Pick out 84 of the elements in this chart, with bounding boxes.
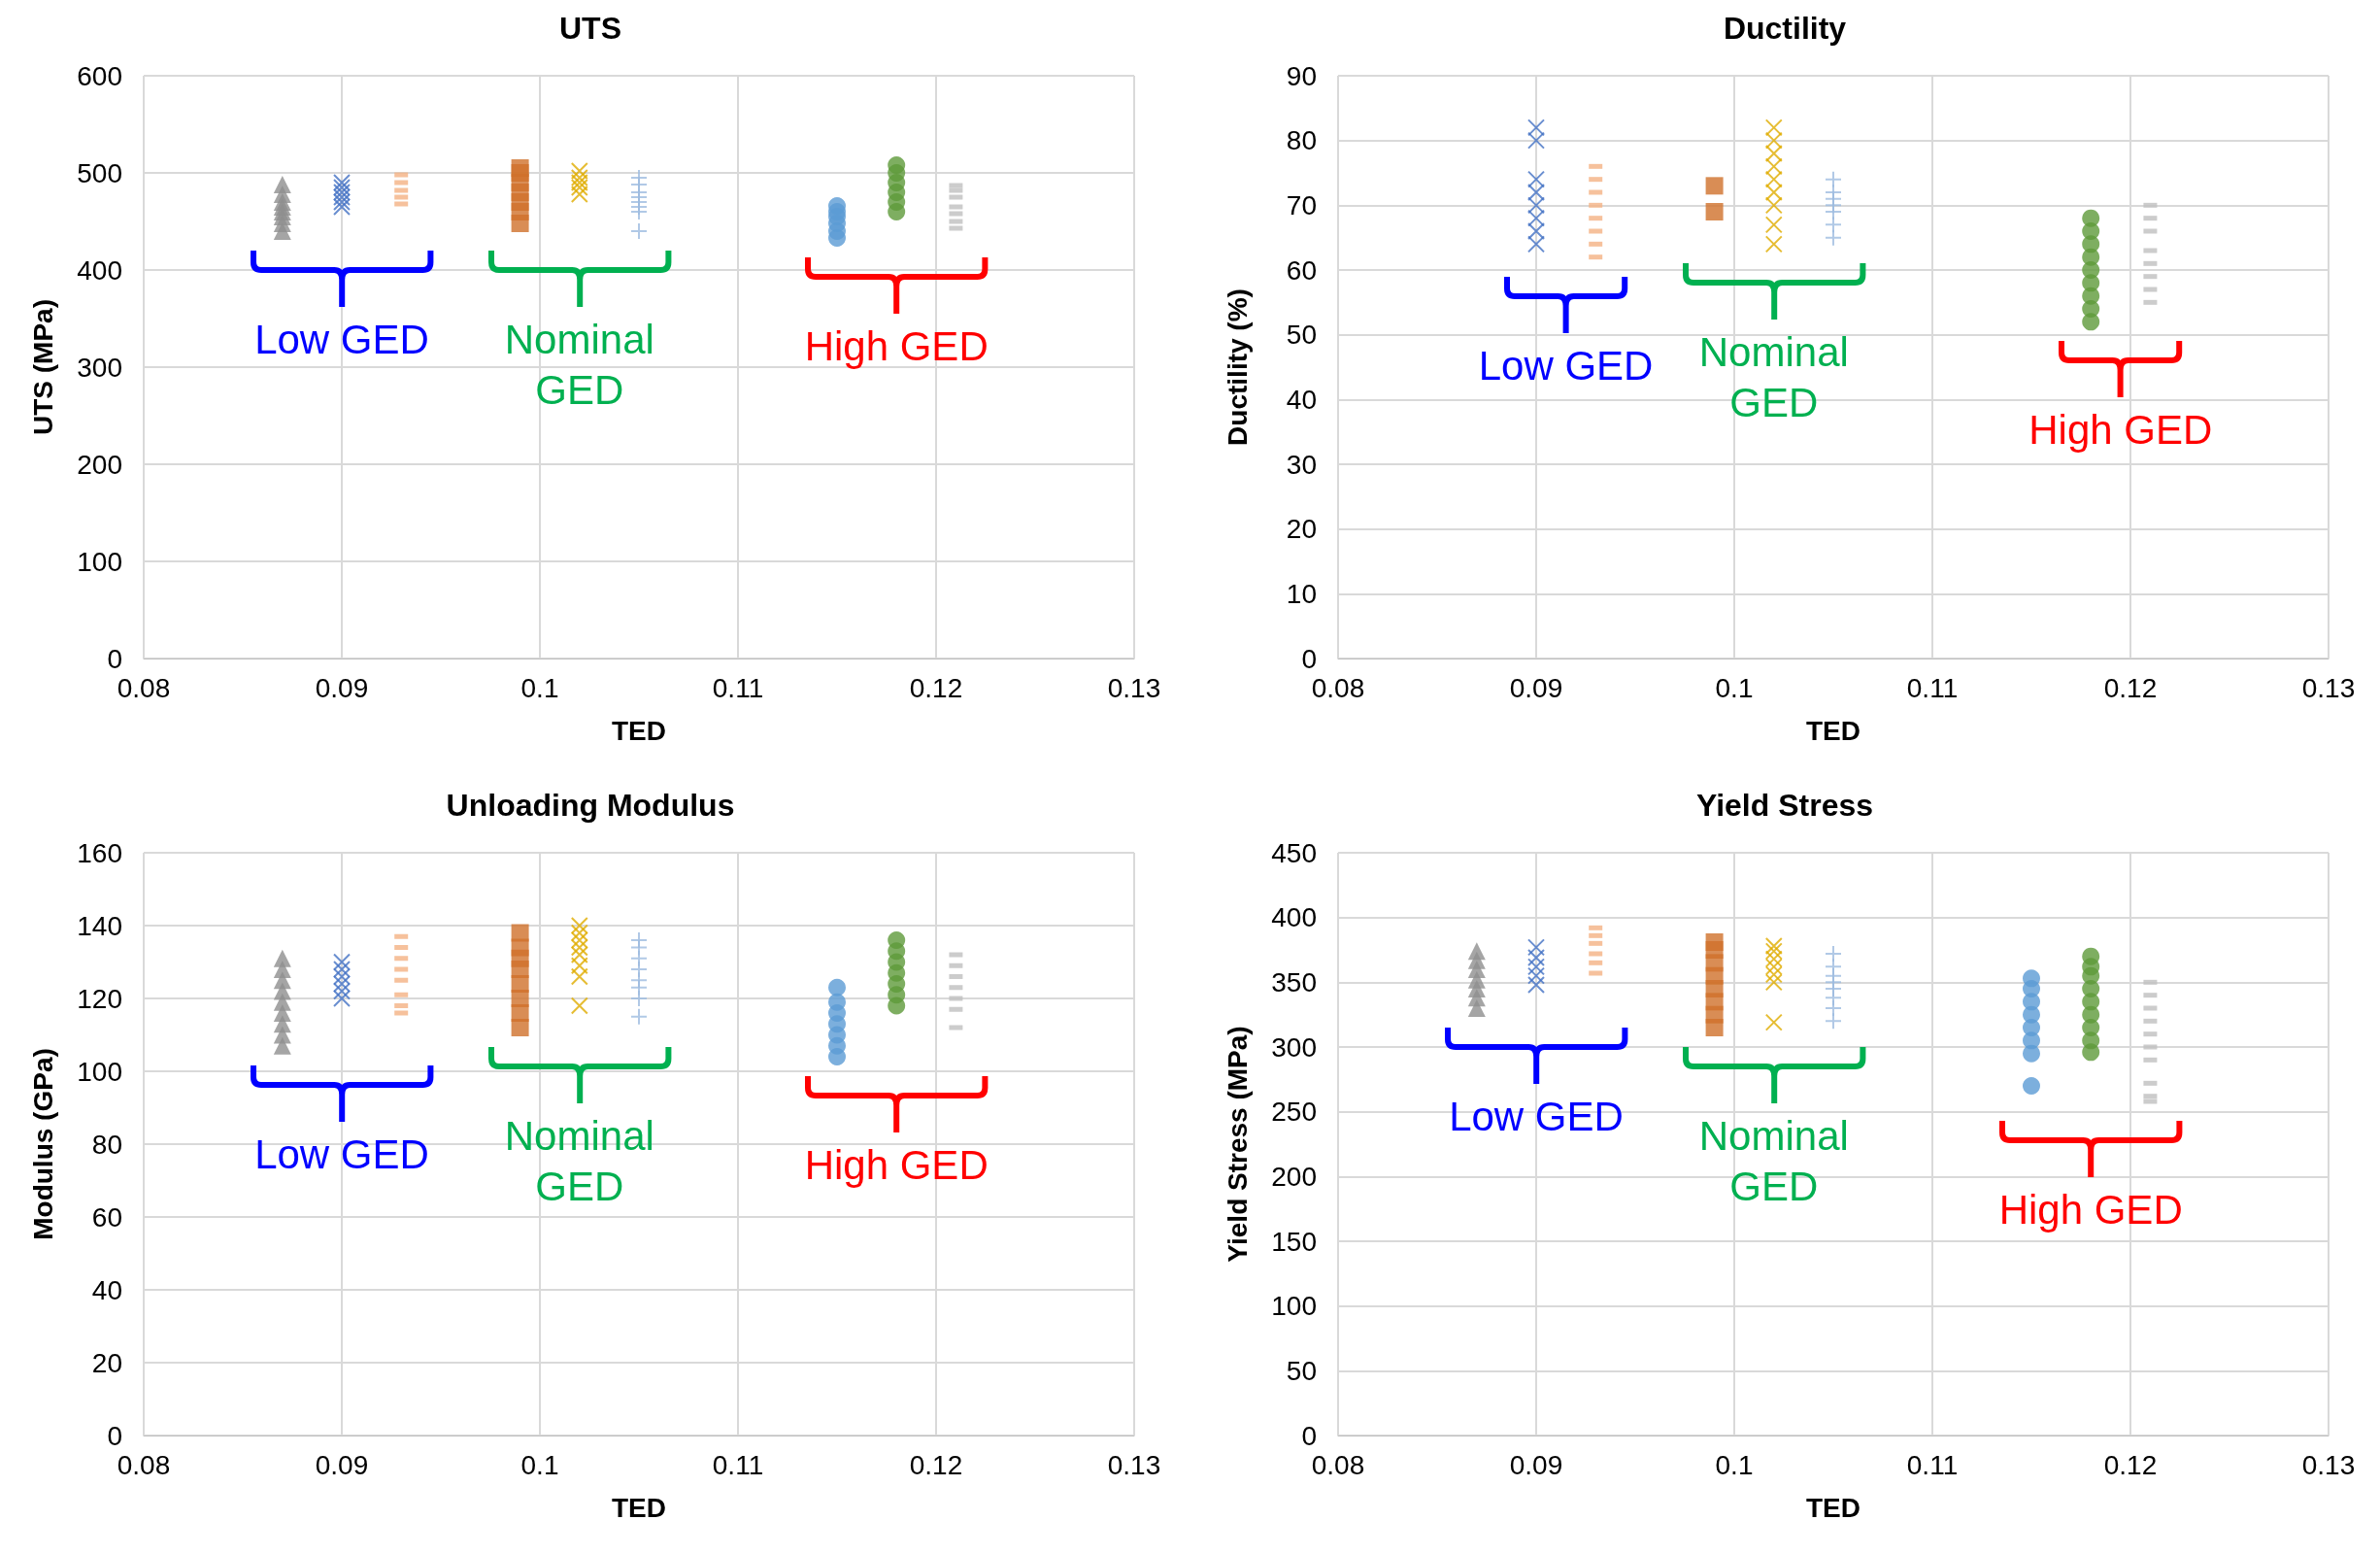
x-tick-label: 0.1: [1715, 672, 1754, 703]
y-tick-label: 20: [91, 1347, 122, 1378]
x-tick-label: 0.09: [1509, 672, 1563, 703]
x-tick-label: 0.11: [1906, 1449, 1959, 1480]
y-tick-label: 40: [91, 1274, 122, 1305]
y-tick-label: 100: [1271, 1291, 1317, 1322]
y-tick-label: 450: [1271, 837, 1317, 868]
x-tick-label: 0.12: [2103, 1449, 2158, 1480]
chart-title: Unloading Modulus: [446, 788, 735, 823]
annotation: Nominal GED: [1697, 328, 1850, 428]
chart-title: UTS: [559, 11, 621, 46]
y-tick-label: 500: [77, 157, 122, 188]
x-axis-title: TED: [1806, 1492, 1860, 1523]
x-tick-label: 0.13: [2301, 1449, 2356, 1480]
annotation: High GED: [804, 1141, 989, 1190]
x-axis-title: TED: [1806, 715, 1860, 746]
y-axis-title: UTS (MPa): [27, 299, 58, 435]
y-tick-label: 70: [1286, 189, 1317, 220]
x-axis-title: TED: [612, 1492, 666, 1523]
y-axis-title: Yield Stress (MPa): [1222, 1026, 1253, 1263]
y-tick-label: 300: [1271, 1031, 1317, 1063]
x-tick-label: 0.12: [909, 672, 963, 703]
x-axis-title: TED: [612, 715, 666, 746]
x-tick-label: 0.1: [1715, 1449, 1754, 1480]
x-tick-label: 0.11: [712, 672, 764, 703]
y-tick-label: 10: [1286, 578, 1317, 609]
y-tick-label: 100: [77, 546, 122, 577]
chart-title: Yield Stress: [1695, 788, 1874, 823]
y-axis-title: Ductility (%): [1222, 288, 1253, 446]
y-tick-label: 150: [1271, 1226, 1317, 1257]
y-tick-label: 350: [1271, 966, 1317, 997]
y-tick-label: 50: [1286, 320, 1317, 351]
x-tick-label: 0.13: [1107, 1449, 1161, 1480]
y-tick-label: 400: [77, 254, 122, 286]
x-tick-label: 0.13: [1107, 672, 1161, 703]
y-tick-label: 80: [1286, 125, 1317, 156]
y-tick-label: 160: [77, 837, 122, 868]
x-tick-label: 0.11: [712, 1449, 764, 1480]
annotation: Low GED: [254, 1130, 429, 1179]
y-tick-label: 400: [1271, 902, 1317, 933]
x-tick-label: 0.09: [315, 672, 369, 703]
y-tick-label: 90: [1286, 60, 1317, 91]
x-tick-label: 0.08: [117, 672, 171, 703]
annotation: Nominal GED: [1697, 1112, 1850, 1211]
y-tick-label: 0: [107, 1420, 122, 1451]
y-tick-label: 60: [1286, 254, 1317, 286]
x-tick-label: 0.08: [1311, 1449, 1365, 1480]
y-tick-label: 80: [91, 1129, 122, 1160]
y-tick-label: 300: [77, 352, 122, 383]
y-tick-label: 250: [1271, 1097, 1317, 1128]
y-tick-label: 140: [77, 910, 122, 941]
y-tick-label: 60: [91, 1201, 122, 1233]
y-tick-label: 0: [1301, 643, 1317, 674]
y-tick-label: 50: [1286, 1355, 1317, 1386]
y-tick-label: 0: [1301, 1420, 1317, 1451]
annotation: Nominal GED: [503, 316, 655, 415]
y-tick-label: 600: [77, 60, 122, 91]
y-tick-label: 100: [77, 1056, 122, 1087]
x-tick-label: 0.11: [1906, 672, 1959, 703]
x-tick-label: 0.1: [520, 672, 559, 703]
annotation: Nominal GED: [503, 1112, 655, 1211]
y-tick-label: 120: [77, 983, 122, 1014]
x-tick-label: 0.12: [909, 1449, 963, 1480]
x-tick-label: 0.09: [1509, 1449, 1563, 1480]
y-tick-label: 200: [1271, 1161, 1317, 1192]
annotation: High GED: [1998, 1186, 2183, 1234]
x-tick-label: 0.08: [1311, 672, 1365, 703]
y-axis-title: Modulus (GPa): [27, 1048, 58, 1240]
x-tick-label: 0.08: [117, 1449, 171, 1480]
y-tick-label: 40: [1286, 384, 1317, 415]
annotation: Low GED: [1449, 1093, 1624, 1141]
x-tick-label: 0.1: [520, 1449, 559, 1480]
y-tick-label: 30: [1286, 449, 1317, 480]
x-tick-label: 0.12: [2103, 672, 2158, 703]
annotation: Low GED: [254, 316, 429, 364]
x-tick-label: 0.13: [2301, 672, 2356, 703]
annotation: High GED: [2028, 406, 2213, 456]
y-tick-label: 0: [107, 643, 122, 674]
annotation: Low GED: [1478, 341, 1654, 390]
annotation: High GED: [804, 322, 989, 371]
x-tick-label: 0.09: [315, 1449, 369, 1480]
y-tick-label: 200: [77, 449, 122, 480]
chart-title: Ductility: [1723, 11, 1847, 46]
y-tick-label: 20: [1286, 514, 1317, 545]
